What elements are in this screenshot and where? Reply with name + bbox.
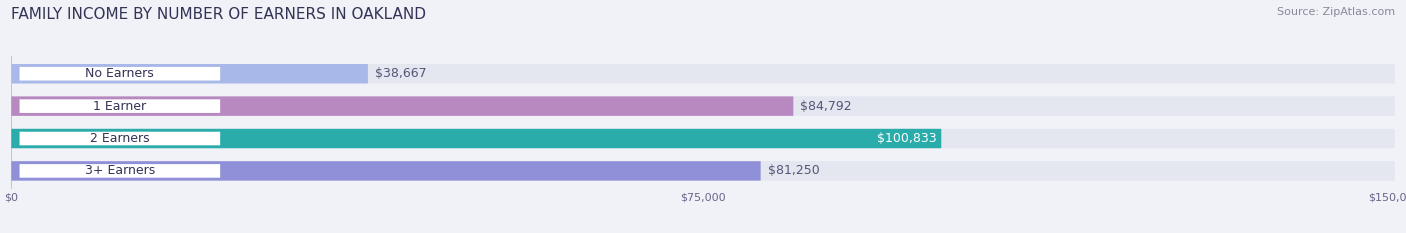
FancyBboxPatch shape: [11, 161, 1395, 181]
FancyBboxPatch shape: [20, 132, 221, 145]
Text: $81,250: $81,250: [768, 164, 820, 177]
FancyBboxPatch shape: [11, 129, 1395, 148]
Text: 2 Earners: 2 Earners: [90, 132, 149, 145]
Text: No Earners: No Earners: [86, 67, 155, 80]
FancyBboxPatch shape: [11, 161, 761, 181]
Text: Source: ZipAtlas.com: Source: ZipAtlas.com: [1277, 7, 1395, 17]
FancyBboxPatch shape: [11, 96, 1395, 116]
FancyBboxPatch shape: [11, 64, 368, 83]
Text: 1 Earner: 1 Earner: [93, 100, 146, 113]
Text: 3+ Earners: 3+ Earners: [84, 164, 155, 177]
Text: $84,792: $84,792: [800, 100, 852, 113]
FancyBboxPatch shape: [20, 164, 221, 178]
Text: $100,833: $100,833: [877, 132, 938, 145]
Text: $38,667: $38,667: [375, 67, 426, 80]
FancyBboxPatch shape: [11, 96, 793, 116]
FancyBboxPatch shape: [20, 67, 221, 81]
FancyBboxPatch shape: [11, 64, 1395, 83]
FancyBboxPatch shape: [11, 129, 941, 148]
FancyBboxPatch shape: [20, 99, 221, 113]
Text: FAMILY INCOME BY NUMBER OF EARNERS IN OAKLAND: FAMILY INCOME BY NUMBER OF EARNERS IN OA…: [11, 7, 426, 22]
